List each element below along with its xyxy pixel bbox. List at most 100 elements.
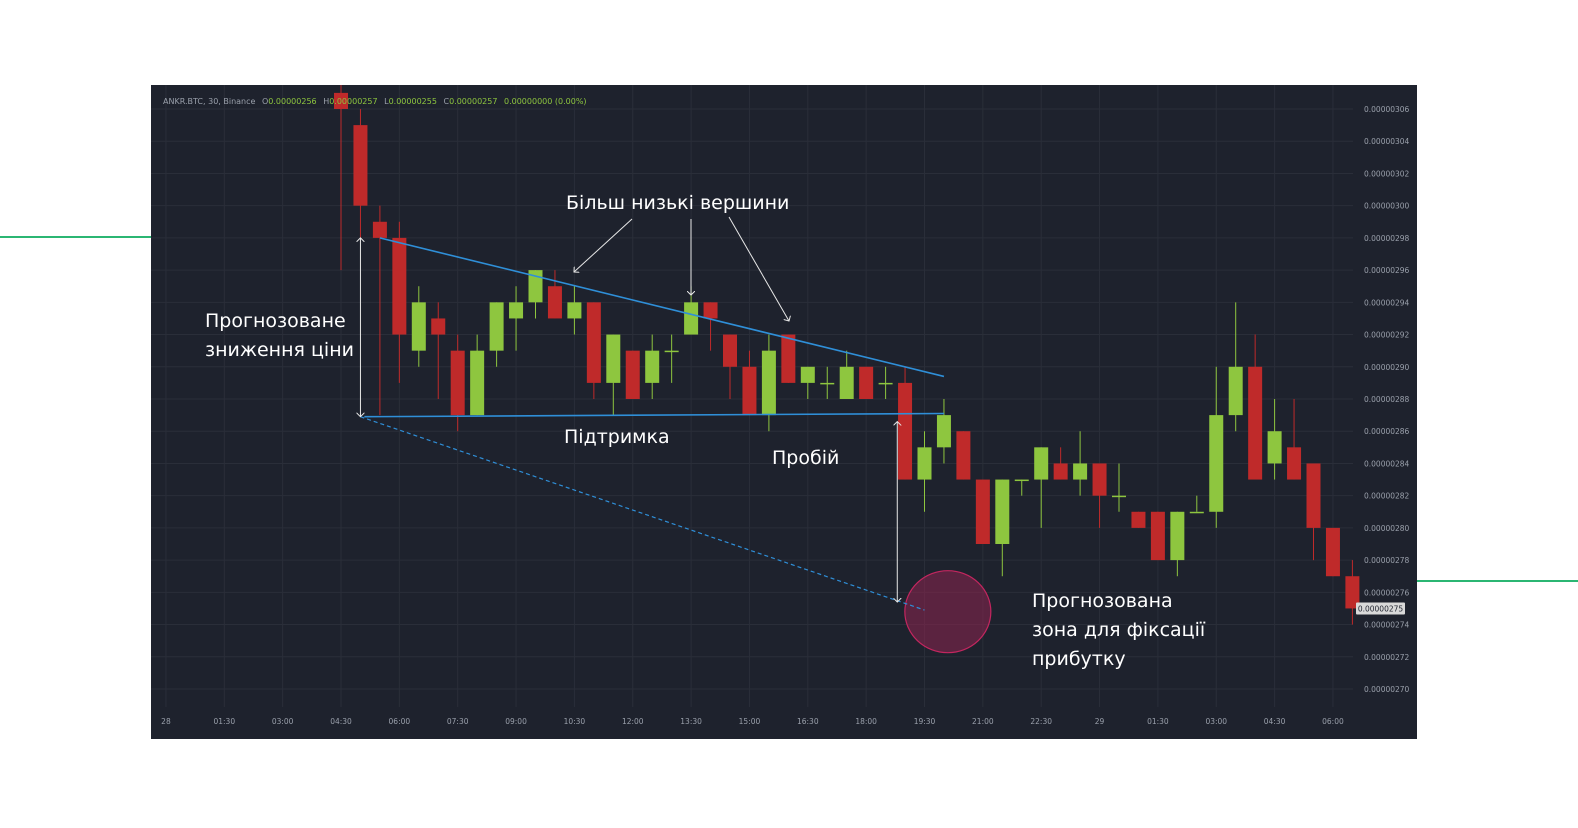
- ohlc-header: ANKR.BTC, 30, Binance O0.00000256 H0.000…: [163, 97, 591, 106]
- candle: [742, 350, 757, 416]
- breakout-annotation: Пробій: [772, 447, 840, 469]
- candle-body: [431, 318, 446, 335]
- candle-body: [1306, 463, 1321, 528]
- y-tick-label: 0.00000300: [1364, 202, 1410, 211]
- candle-body: [1053, 463, 1068, 480]
- last-price-label: 0.00000275: [1358, 604, 1404, 613]
- candle-body: [1267, 431, 1282, 464]
- support-trendline: [364, 412, 944, 418]
- y-tick-label: 0.00000278: [1364, 556, 1410, 565]
- profit-target-zone: [904, 570, 992, 654]
- candle: [878, 366, 893, 399]
- left-accent-line: [0, 236, 152, 238]
- x-tick-label: 29: [1095, 717, 1105, 726]
- candle: [820, 366, 835, 399]
- x-tick-label: 13:30: [680, 717, 702, 726]
- candle: [664, 334, 679, 383]
- candle-body: [567, 302, 582, 319]
- x-tick-label: 01:30: [1147, 717, 1169, 726]
- candle: [392, 221, 407, 383]
- y-tick-label: 0.00000272: [1364, 653, 1410, 662]
- candle-body: [956, 431, 971, 480]
- candle: [411, 286, 426, 367]
- last-price-tag: [1356, 602, 1405, 615]
- candle: [489, 302, 504, 367]
- x-tick-label: 15:00: [739, 717, 761, 726]
- candle-body: [1112, 495, 1126, 498]
- y-tick-label: 0.00000276: [1364, 588, 1410, 597]
- y-tick-label: 0.00000306: [1364, 105, 1410, 114]
- y-tick-label: 0.00000284: [1364, 459, 1410, 468]
- close-value: 0.00000257: [449, 97, 498, 106]
- candle-body: [645, 350, 660, 383]
- x-tick-label: 07:30: [447, 717, 469, 726]
- candle: [761, 334, 776, 432]
- candle: [470, 334, 485, 416]
- candle: [995, 479, 1010, 577]
- candle: [450, 334, 465, 432]
- candle: [606, 334, 621, 416]
- candle-body: [1325, 527, 1340, 577]
- change-value: 0.00000000 (0.00%): [503, 97, 587, 106]
- x-tick-label: 04:30: [1264, 717, 1286, 726]
- close-label: C: [443, 97, 450, 106]
- candle-body: [800, 366, 815, 383]
- profit-zone-line-1: Прогнозована: [1032, 590, 1173, 612]
- candle: [1014, 479, 1029, 496]
- candle-body: [936, 415, 951, 448]
- y-tick-label: 0.00000294: [1364, 298, 1410, 307]
- candle-body: [1170, 511, 1185, 561]
- candle: [898, 366, 913, 480]
- x-tick-label: 03:00: [272, 717, 294, 726]
- candle: [1228, 302, 1243, 432]
- candle: [936, 399, 951, 464]
- y-tick-label: 0.00000302: [1364, 169, 1410, 178]
- candle-body: [528, 270, 543, 303]
- y-tick-label: 0.00000290: [1364, 363, 1410, 372]
- candle: [1189, 495, 1204, 514]
- candle-body: [1014, 479, 1029, 482]
- candle: [975, 479, 990, 544]
- y-tick-label: 0.00000282: [1364, 492, 1410, 501]
- candle: [625, 350, 640, 399]
- candle: [431, 302, 446, 399]
- candle: [1306, 463, 1321, 561]
- candle: [509, 286, 524, 351]
- candle: [1345, 560, 1360, 625]
- candle: [1170, 511, 1185, 577]
- candle-body: [1189, 511, 1204, 514]
- candle: [645, 334, 660, 399]
- y-tick-label: 0.00000274: [1364, 621, 1410, 630]
- candle-body: [917, 447, 932, 480]
- symbol-label: ANKR.BTC, 30, Binance: [163, 97, 256, 106]
- candle: [839, 350, 854, 399]
- candle: [1267, 399, 1282, 480]
- x-tick-label: 16:30: [797, 717, 819, 726]
- candle-body: [606, 334, 621, 383]
- candle-body: [742, 366, 757, 416]
- candle-body: [761, 350, 776, 416]
- projection-dashed-line: [360, 416, 925, 611]
- profit-zone-annotation: Прогнозована зона для фіксації прибутку: [1032, 587, 1205, 674]
- candle: [1053, 447, 1068, 480]
- candle-body: [898, 382, 913, 480]
- y-tick-label: 0.00000296: [1364, 266, 1410, 275]
- candle-body: [839, 366, 854, 399]
- x-tick-label: 06:00: [389, 717, 411, 726]
- candle-body: [1073, 463, 1088, 480]
- candles: [334, 85, 1360, 625]
- resistance-trendline: [379, 237, 945, 378]
- y-tick-label: 0.00000304: [1364, 137, 1410, 146]
- candle-body: [859, 366, 874, 399]
- candle-body: [820, 382, 835, 385]
- low-value: 0.00000255: [388, 97, 437, 106]
- candle: [1034, 447, 1049, 528]
- high-label: H: [323, 97, 330, 106]
- x-tick-label: 21:00: [972, 717, 994, 726]
- candle-body: [586, 302, 601, 383]
- x-tick-label: 10:30: [564, 717, 586, 726]
- x-tick-label: 04:30: [330, 717, 352, 726]
- y-tick-label: 0.00000280: [1364, 524, 1410, 533]
- candle-body: [1228, 366, 1243, 416]
- candle: [353, 109, 368, 238]
